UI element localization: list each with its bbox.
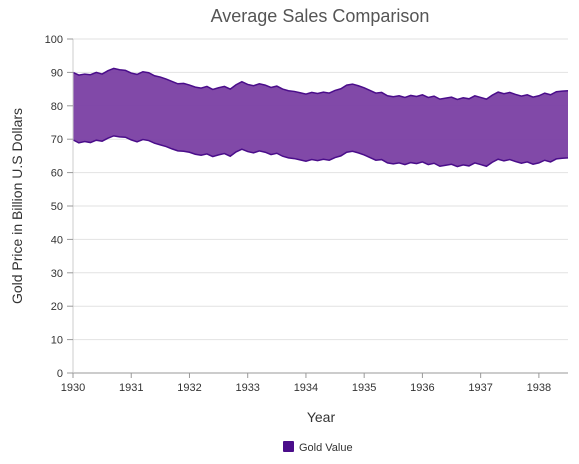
x-tick-label: 1938 xyxy=(527,382,551,394)
y-tick-label: 0 xyxy=(57,368,63,380)
y-tick-label: 90 xyxy=(51,67,63,79)
x-tick-label: 1933 xyxy=(235,382,259,394)
y-tick-label: 70 xyxy=(51,134,63,146)
y-axis-label: Gold Price in Billion U.S Dollars xyxy=(9,108,25,304)
y-tick-label: 60 xyxy=(51,168,63,180)
y-tick-label: 80 xyxy=(51,101,63,113)
y-tick-label: 40 xyxy=(51,234,63,246)
x-tick-label: 1930 xyxy=(61,382,85,394)
legend[interactable]: Gold Value xyxy=(283,441,353,454)
x-tick-label: 1934 xyxy=(294,382,318,394)
y-tick-label: 20 xyxy=(51,301,63,313)
y-tick-label: 10 xyxy=(51,335,63,347)
range-low-line xyxy=(72,135,569,168)
y-tick-label: 100 xyxy=(45,34,63,46)
y-tick-label: 50 xyxy=(51,201,63,213)
legend-label: Gold Value xyxy=(299,442,353,454)
x-tick-label: 1936 xyxy=(410,382,434,394)
x-axis-ticks: 1930 1931 1932 1933 1934 1935 1936 1937 1938 xyxy=(61,373,551,394)
x-tick-label: 1937 xyxy=(468,382,492,394)
y-axis-ticks: 0 10 20 30 40 50 60 70 80 90 100 xyxy=(45,34,73,380)
x-axis-label: Year xyxy=(307,409,336,425)
x-tick-label: 1932 xyxy=(177,382,201,394)
plot-area xyxy=(72,67,569,168)
range-high-line xyxy=(72,67,569,101)
x-tick-label: 1931 xyxy=(119,382,143,394)
range-area-band[interactable] xyxy=(73,68,568,167)
chart-title: Average Sales Comparison xyxy=(211,6,430,26)
x-tick-label: 1935 xyxy=(352,382,376,394)
legend-swatch xyxy=(283,441,294,452)
y-tick-label: 30 xyxy=(51,268,63,280)
